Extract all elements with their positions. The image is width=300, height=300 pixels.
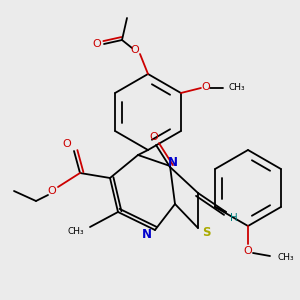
Text: S: S: [202, 226, 210, 238]
Text: O: O: [244, 246, 252, 256]
Text: CH₃: CH₃: [68, 226, 84, 236]
Text: O: O: [202, 82, 210, 92]
Text: O: O: [63, 139, 71, 149]
Text: N: N: [168, 155, 178, 169]
Text: N: N: [142, 229, 152, 242]
Text: H: H: [230, 213, 238, 223]
Text: O: O: [93, 39, 101, 49]
Text: CH₃: CH₃: [278, 254, 294, 262]
Text: O: O: [48, 186, 56, 196]
Text: CH₃: CH₃: [229, 83, 245, 92]
Text: O: O: [150, 132, 158, 142]
Text: O: O: [130, 45, 140, 55]
